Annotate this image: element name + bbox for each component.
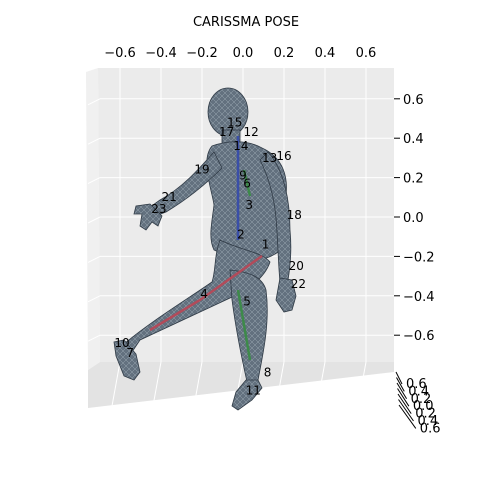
joint-label-7: 7 xyxy=(126,346,134,360)
z-tick-label: 0.2 xyxy=(403,172,424,187)
joint-label-20: 20 xyxy=(289,259,304,273)
joint-label-4: 4 xyxy=(200,287,208,301)
joint-label-1: 1 xyxy=(262,238,270,252)
joint-label-19: 19 xyxy=(194,163,209,177)
joint-label-2: 2 xyxy=(237,228,245,242)
x-tick-label: −0.6 xyxy=(104,46,136,61)
joint-label-11: 11 xyxy=(246,383,261,397)
x-tick-label: 0.0 xyxy=(233,46,254,61)
x-tick-label: −0.4 xyxy=(145,46,177,61)
joint-label-17: 17 xyxy=(219,125,234,139)
chart-title: CARISSMA POSE xyxy=(193,15,299,30)
z-tick-label: −0.4 xyxy=(403,290,435,305)
joint-label-12: 12 xyxy=(244,125,259,139)
joint-label-3: 3 xyxy=(245,198,253,212)
joint-label-22: 22 xyxy=(291,277,306,291)
z-tick-label: −0.6 xyxy=(403,329,435,344)
joint-label-14: 14 xyxy=(233,139,248,153)
joint-label-5: 5 xyxy=(243,295,251,309)
y-tick-label: 0.6 xyxy=(420,421,441,436)
joint-label-18: 18 xyxy=(287,208,302,222)
joint-label-23: 23 xyxy=(151,202,166,216)
x-tick-label: 0.6 xyxy=(356,46,377,61)
x-tick-label: −0.2 xyxy=(186,46,218,61)
x-tick-label: 0.4 xyxy=(315,46,336,61)
joint-label-13: 13 xyxy=(262,151,277,165)
z-tick-label: 0.0 xyxy=(403,211,424,226)
z-tick-label: −0.2 xyxy=(403,250,435,265)
joint-label-8: 8 xyxy=(264,366,272,380)
joint-label-6: 6 xyxy=(243,176,251,190)
left-pane xyxy=(86,68,100,370)
joint-label-16: 16 xyxy=(276,149,291,163)
z-tick-label: 0.6 xyxy=(403,93,424,108)
z-tick-label: 0.4 xyxy=(403,132,424,147)
x-tick-label: 0.2 xyxy=(274,46,295,61)
